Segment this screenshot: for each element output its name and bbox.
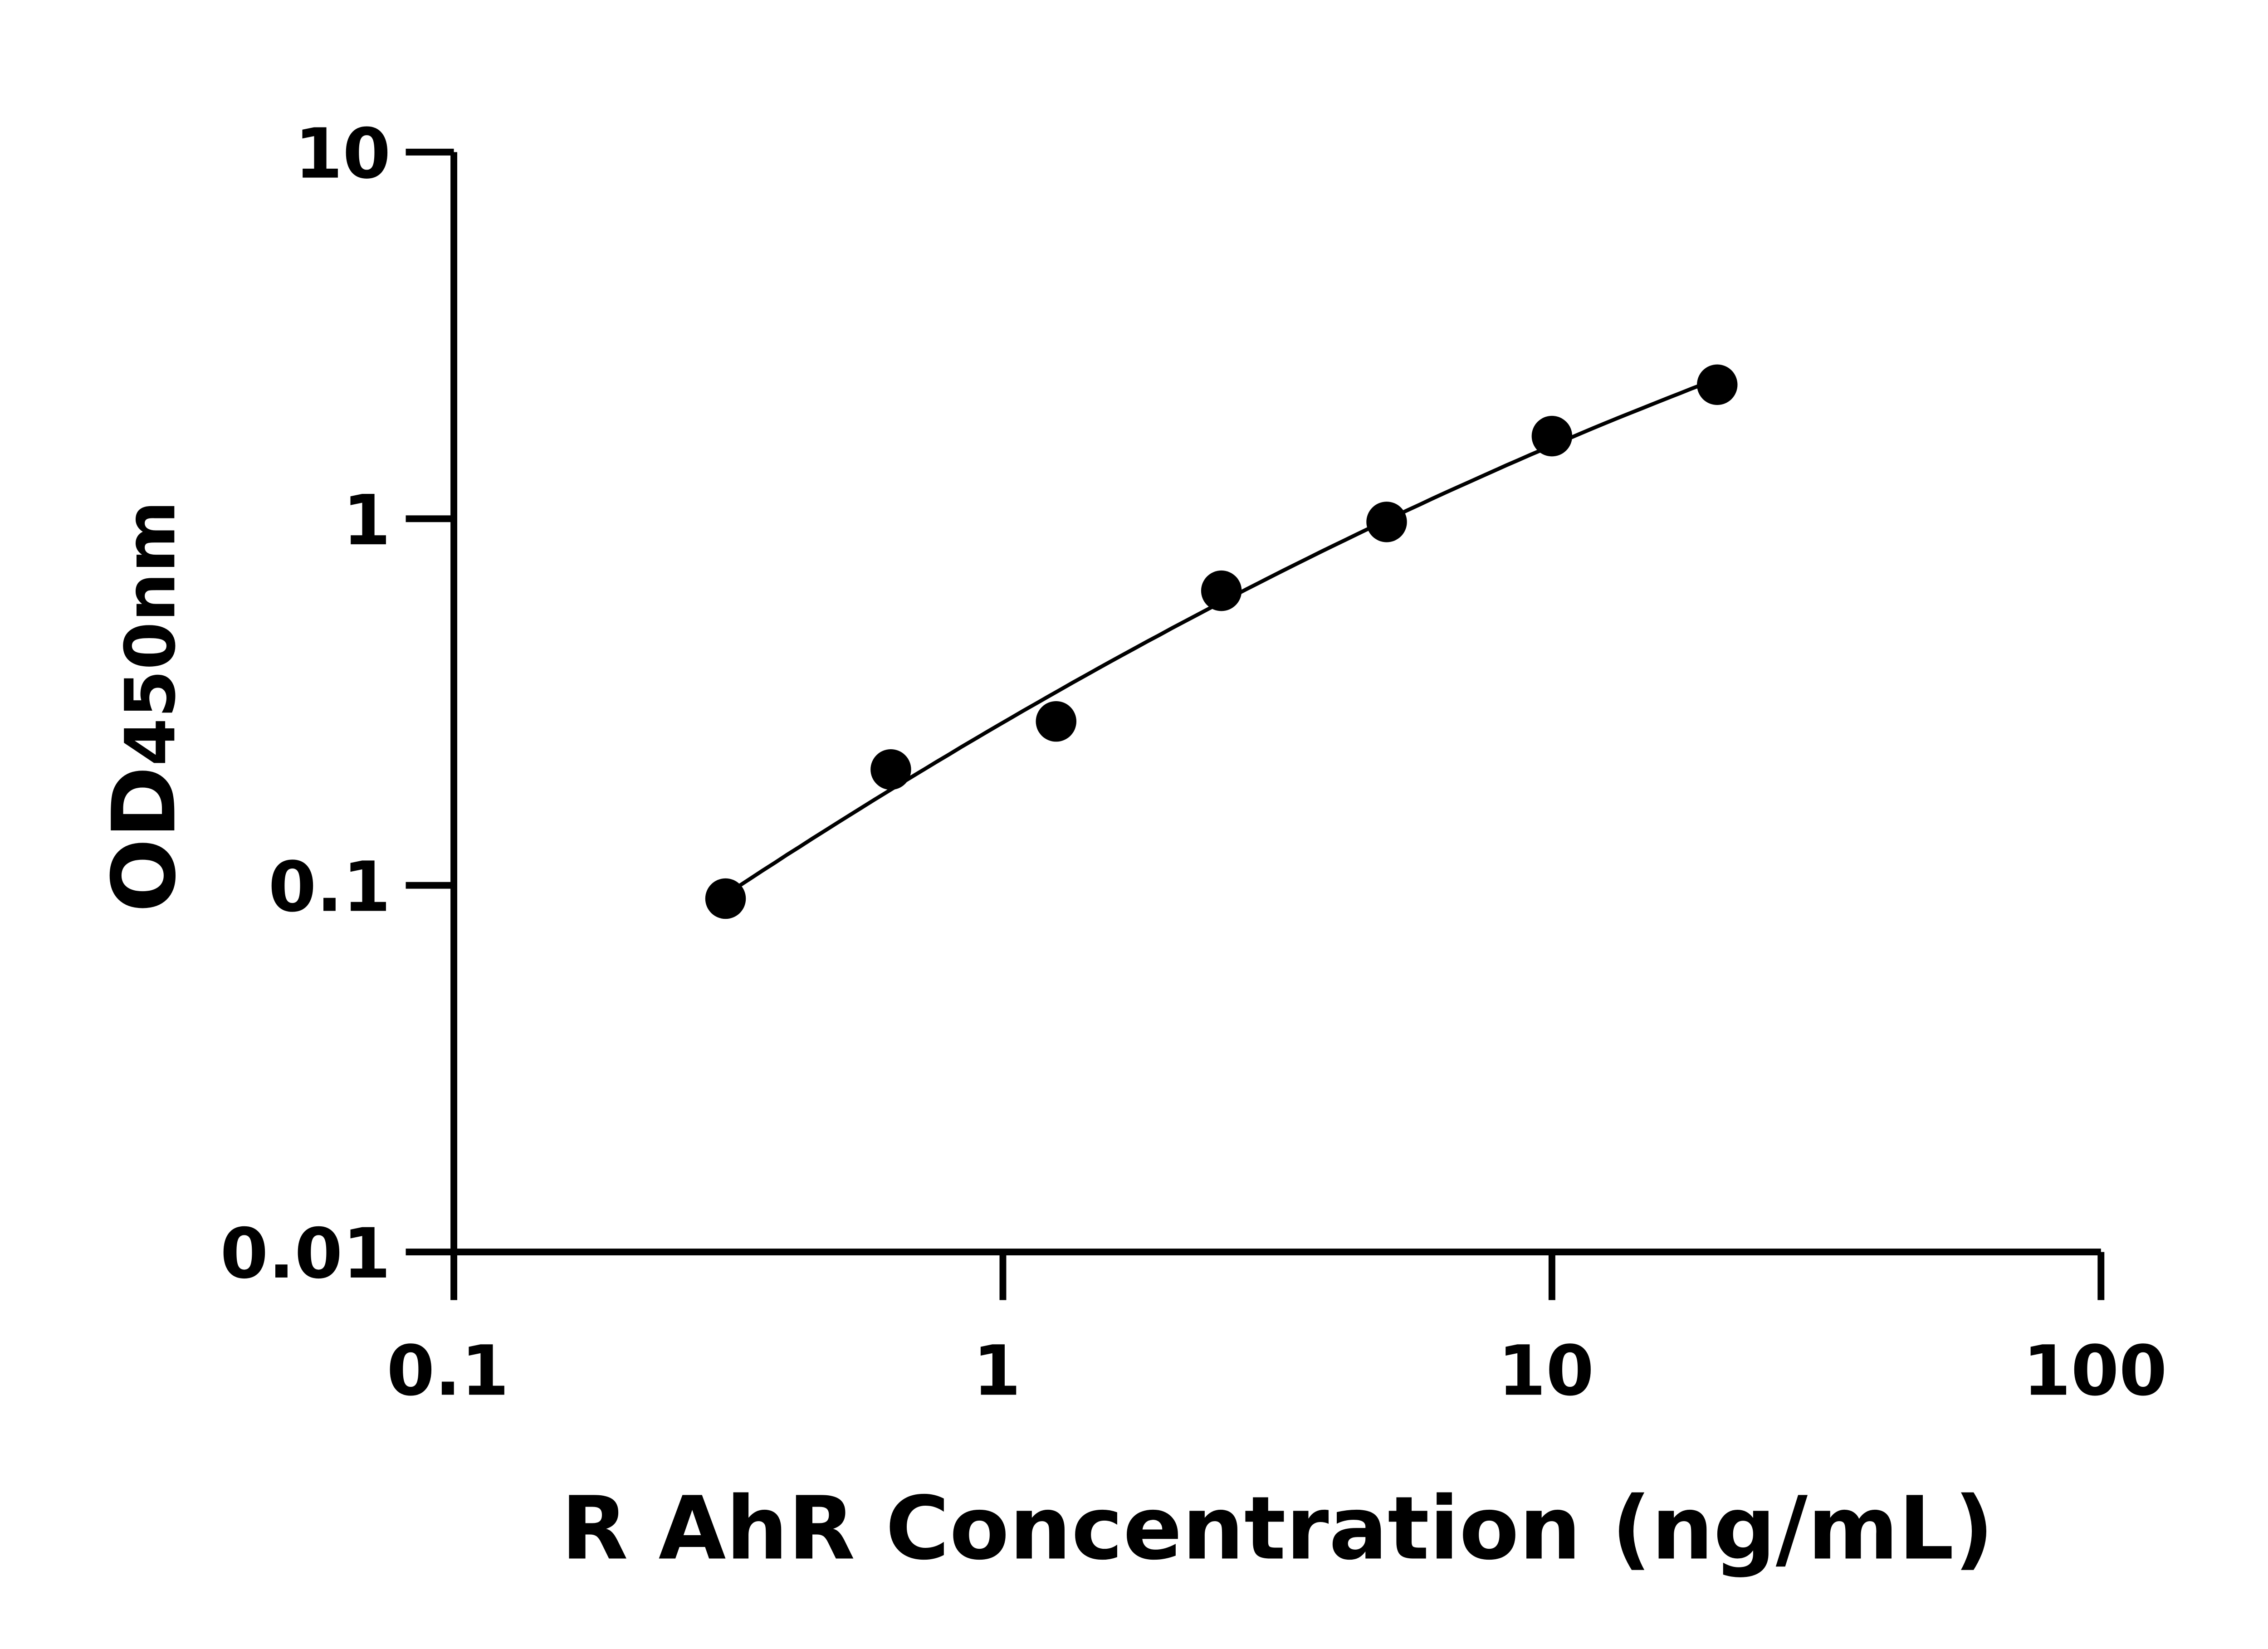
y-tick-label: 0.1 xyxy=(268,847,391,927)
data-point xyxy=(705,878,746,919)
y-axis-label-main: OD xyxy=(94,766,195,912)
fit-curve-line xyxy=(724,377,1718,897)
fit-curve xyxy=(724,377,1718,897)
x-tick-labels: 0.1 1 10 100 xyxy=(386,1331,2167,1411)
x-tick-label: 1 xyxy=(973,1331,1021,1411)
data-point xyxy=(870,749,911,790)
data-point xyxy=(1697,364,1738,405)
data-point xyxy=(1531,415,1573,457)
axes xyxy=(406,148,2105,1300)
y-tick-label: 1 xyxy=(342,480,391,561)
data-point xyxy=(1036,701,1076,742)
data-points xyxy=(705,364,1738,919)
y-axis-label: OD450nm xyxy=(94,501,195,912)
x-tick-label: 100 xyxy=(2023,1331,2167,1411)
x-tick-label: 10 xyxy=(1498,1331,1594,1411)
data-point xyxy=(1366,502,1407,542)
y-tick-label: 0.01 xyxy=(220,1214,391,1294)
y-axis-label-sub: 450nm xyxy=(110,501,191,766)
y-tick-label: 10 xyxy=(294,114,391,194)
x-axis-label: R AhR Concentration (ng/mL) xyxy=(561,1478,1994,1579)
x-tick-label: 0.1 xyxy=(386,1331,509,1411)
data-point xyxy=(1201,570,1242,611)
y-tick-labels: 0.01 0.1 1 10 xyxy=(220,114,391,1294)
